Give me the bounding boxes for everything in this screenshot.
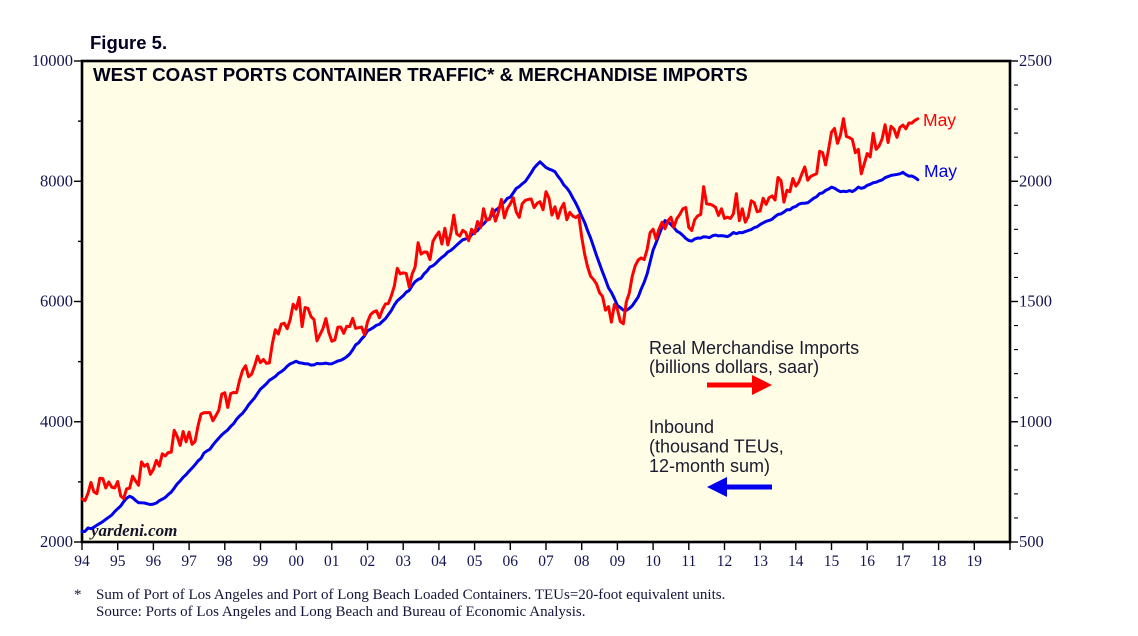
svg-text:00: 00 [288, 553, 304, 570]
svg-text:1500: 1500 [1019, 292, 1052, 311]
svg-text:8000: 8000 [40, 171, 73, 190]
svg-text:13: 13 [752, 553, 768, 570]
svg-text:2000: 2000 [40, 532, 73, 551]
svg-text:14: 14 [788, 553, 804, 570]
svg-text:2500: 2500 [1019, 51, 1052, 70]
svg-text:10000: 10000 [32, 51, 73, 70]
svg-text:18: 18 [931, 553, 947, 570]
svg-text:10: 10 [645, 553, 661, 570]
svg-text:03: 03 [395, 553, 411, 570]
svg-text:1000: 1000 [1019, 412, 1052, 431]
svg-text:08: 08 [574, 553, 590, 570]
svg-text:19: 19 [967, 553, 983, 570]
svg-text:500: 500 [1019, 532, 1044, 551]
svg-text:04: 04 [431, 553, 447, 570]
svg-text:02: 02 [360, 553, 376, 570]
svg-text:96: 96 [146, 553, 162, 570]
svg-text:01: 01 [324, 553, 340, 570]
svg-text:15: 15 [824, 553, 840, 570]
svg-text:16: 16 [859, 553, 875, 570]
svg-text:05: 05 [467, 553, 483, 570]
svg-text:12: 12 [717, 553, 733, 570]
svg-text:11: 11 [681, 553, 696, 570]
svg-text:yardeni.com: yardeni.com [89, 521, 177, 540]
svg-text:98: 98 [217, 553, 233, 570]
svg-text:Real Merchandise Imports: Real Merchandise Imports [649, 338, 859, 358]
svg-text:2000: 2000 [1019, 171, 1052, 190]
svg-text:May: May [924, 161, 957, 181]
svg-text:95: 95 [110, 553, 126, 570]
svg-text:(billions dollars, saar): (billions dollars, saar) [649, 357, 819, 377]
svg-text:99: 99 [253, 553, 269, 570]
svg-text:17: 17 [895, 553, 911, 570]
svg-text:07: 07 [538, 553, 554, 570]
svg-text:(thousand TEUs,: (thousand TEUs, [649, 437, 784, 457]
svg-text:09: 09 [610, 553, 626, 570]
svg-text:May: May [923, 110, 956, 130]
svg-text:4000: 4000 [40, 412, 73, 431]
svg-text:97: 97 [181, 553, 197, 570]
svg-text:12-month sum): 12-month sum) [649, 456, 770, 476]
svg-text:94: 94 [74, 553, 90, 570]
svg-text:6000: 6000 [40, 292, 73, 311]
svg-text:Inbound: Inbound [649, 417, 714, 437]
svg-text:WEST COAST PORTS CONTAINER TRA: WEST COAST PORTS CONTAINER TRAFFIC* & ME… [93, 64, 748, 85]
svg-text:06: 06 [503, 553, 519, 570]
